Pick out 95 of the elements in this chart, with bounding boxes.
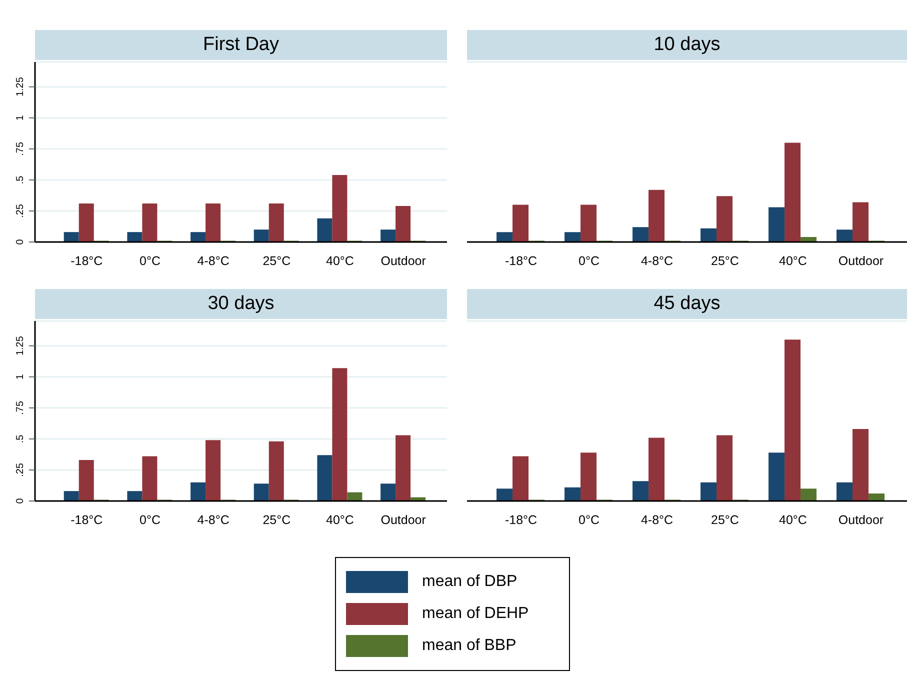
x-tick-label: 40°C [326,512,354,527]
x-tick-label: Outdoor [838,512,884,527]
bar [716,196,733,242]
bar [496,488,513,501]
bar [836,482,853,501]
x-tick-label: 25°C [711,254,739,268]
bar [496,232,513,242]
bar [206,204,221,242]
bar [564,232,581,242]
bar [564,487,581,501]
x-tick-label: 0°C [140,254,160,268]
chart-title: 30 days [35,289,447,319]
x-tick-label: 0°C [578,254,600,268]
bar [254,484,269,501]
bar [768,452,785,501]
bar [768,207,785,242]
bar [78,204,94,242]
x-tick-label: 40°C [326,254,354,268]
x-tick-label: -18°C [504,254,538,268]
x-tick-label: Outdoor [380,512,426,527]
chart-title: 45 days [467,289,907,319]
bar [396,435,411,501]
legend-label: mean of BBP [422,637,516,655]
bar [268,441,284,501]
bar [800,488,817,501]
y-tick-label: .25 [15,204,26,218]
y-tick-label: .75 [15,400,26,415]
y-tick-label: .5 [15,175,26,184]
bar [206,440,221,501]
bar [800,237,817,242]
bar [190,482,206,501]
bar [268,204,284,242]
x-tick-label: -18°C [70,512,103,527]
x-tick-label: 40°C [779,254,807,268]
bar [64,491,79,501]
bar [64,232,79,242]
chart-title: 10 days [467,30,907,60]
bar [127,232,142,242]
bar [254,230,269,242]
chart-title: First Day [35,30,447,60]
y-tick-label: 1 [15,114,26,121]
legend-label: mean of DBP [422,573,518,591]
y-tick-label: .5 [15,434,26,444]
x-tick-label: 4-8°C [197,254,230,268]
legend-label: mean of DEHP [422,605,529,623]
bar [700,482,717,501]
bar [380,484,396,501]
bar [784,340,801,501]
x-tick-label: 25°C [711,512,739,527]
bar [632,481,649,501]
x-tick-label: 25°C [262,254,291,268]
x-tick-label: 0°C [140,512,160,527]
x-tick-label: 40°C [779,512,807,527]
y-tick-label: 0 [15,498,26,504]
bar [716,435,733,501]
bar [836,230,853,242]
bar [332,174,348,242]
bar [648,438,665,501]
bar [784,142,801,242]
x-tick-label: 4-8°C [640,254,674,268]
y-tick-label: 1 [15,374,26,380]
bar [332,368,348,501]
x-tick-label: 25°C [262,512,291,527]
bar [580,204,597,242]
x-tick-label: Outdoor [838,254,884,268]
y-tick-label: 0 [15,238,26,245]
x-tick-label: -18°C [504,512,538,527]
y-tick-label: .75 [15,142,26,156]
x-tick-label: Outdoor [380,254,426,268]
bar [142,204,158,242]
bar [868,494,885,501]
x-tick-label: 4-8°C [640,512,674,527]
x-tick-label: 4-8°C [197,512,230,527]
bar [190,232,206,242]
bar [648,190,665,242]
bar [512,204,529,242]
bar [852,202,869,242]
y-tick-label: 1.25 [15,336,26,356]
bar [317,455,332,501]
y-tick-label: 1.25 [15,76,26,97]
bar [78,460,94,501]
x-tick-label: -18°C [70,254,103,268]
bar [347,492,362,501]
x-tick-label: 0°C [578,512,600,527]
bar [380,230,396,242]
bar [852,429,869,501]
bar [317,218,332,242]
bar [580,452,597,501]
y-tick-label: .25 [15,462,26,477]
bar [700,228,717,242]
bar [142,456,158,501]
bar [632,227,649,242]
bar [396,206,411,242]
bar [127,491,142,501]
bar [512,456,529,501]
